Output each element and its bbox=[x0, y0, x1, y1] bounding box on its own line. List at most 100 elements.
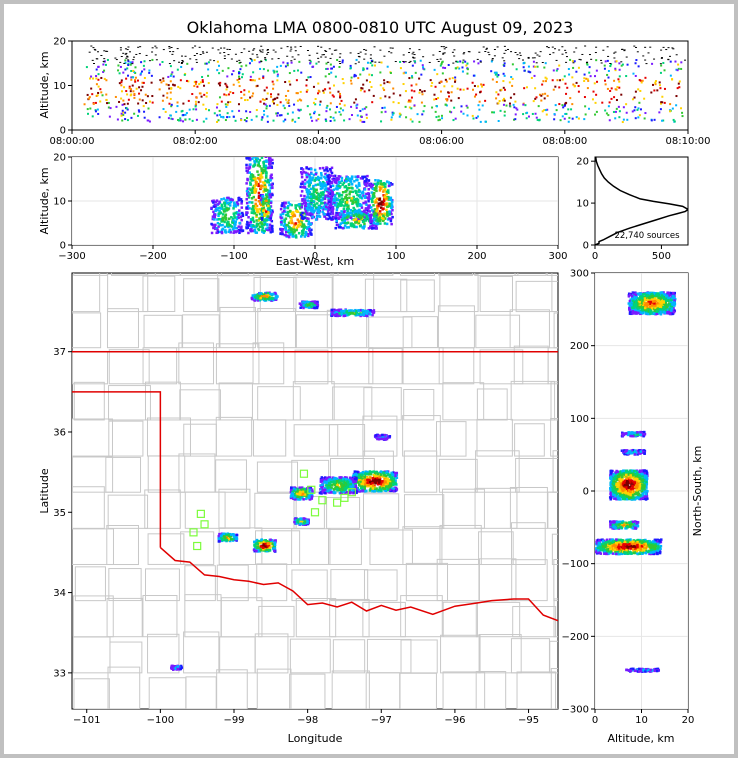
source-point bbox=[338, 92, 341, 95]
source-point bbox=[288, 203, 292, 206]
source-point bbox=[269, 228, 272, 232]
source-point bbox=[207, 61, 210, 64]
source-point bbox=[296, 491, 300, 494]
source-point bbox=[602, 49, 605, 51]
county-line bbox=[551, 533, 558, 566]
source-point bbox=[355, 106, 358, 109]
source-point bbox=[346, 216, 349, 219]
source-point bbox=[255, 159, 258, 163]
source-point bbox=[260, 200, 264, 204]
source-point bbox=[394, 481, 397, 485]
source-point bbox=[169, 51, 172, 53]
source-point bbox=[162, 94, 165, 97]
source-point bbox=[187, 80, 190, 83]
source-point bbox=[331, 205, 335, 209]
source-point bbox=[256, 170, 259, 173]
source-point bbox=[398, 112, 401, 115]
source-point bbox=[315, 305, 319, 309]
source-point bbox=[126, 108, 129, 111]
source-point bbox=[126, 93, 129, 96]
source-point bbox=[214, 209, 217, 213]
source-point bbox=[290, 61, 293, 64]
source-point bbox=[439, 80, 442, 83]
source-point bbox=[234, 223, 237, 226]
source-point bbox=[359, 177, 363, 180]
source-point bbox=[428, 61, 431, 63]
source-point bbox=[276, 65, 279, 68]
source-point bbox=[327, 61, 330, 63]
source-point bbox=[313, 168, 317, 172]
county-line bbox=[549, 640, 558, 674]
source-point bbox=[358, 483, 361, 487]
source-point bbox=[173, 60, 176, 62]
source-point bbox=[421, 93, 424, 96]
source-point bbox=[389, 198, 393, 202]
source-point bbox=[389, 182, 392, 185]
source-point bbox=[331, 491, 334, 494]
source-point bbox=[336, 479, 339, 483]
source-point bbox=[267, 166, 270, 170]
source-point bbox=[337, 203, 340, 206]
source-point bbox=[223, 93, 226, 96]
source-point bbox=[271, 100, 274, 103]
source-point bbox=[276, 112, 279, 115]
source-point bbox=[376, 434, 379, 437]
source-point bbox=[329, 108, 332, 111]
source-point bbox=[430, 84, 433, 87]
source-point bbox=[372, 221, 376, 225]
source-point bbox=[392, 477, 395, 481]
source-point bbox=[365, 216, 369, 220]
source-point bbox=[299, 518, 303, 521]
source-point bbox=[300, 225, 304, 228]
source-point bbox=[130, 116, 133, 119]
source-point bbox=[336, 58, 339, 61]
source-point bbox=[267, 203, 270, 206]
county-line bbox=[475, 671, 507, 709]
source-point bbox=[295, 522, 298, 525]
source-point bbox=[343, 217, 347, 220]
source-point bbox=[323, 201, 327, 205]
source-point bbox=[295, 92, 298, 95]
source-point bbox=[263, 213, 266, 216]
source-point bbox=[363, 475, 366, 479]
source-point bbox=[565, 56, 568, 58]
source-point bbox=[392, 112, 395, 115]
source-point bbox=[120, 112, 123, 115]
source-point bbox=[217, 214, 220, 218]
source-point bbox=[379, 71, 382, 74]
source-point bbox=[389, 196, 393, 200]
source-point bbox=[437, 115, 440, 118]
source-point bbox=[660, 102, 663, 105]
source-point bbox=[160, 81, 163, 84]
source-point bbox=[260, 213, 264, 216]
source-point bbox=[266, 188, 269, 192]
source-point bbox=[371, 101, 374, 104]
source-point bbox=[421, 64, 424, 67]
source-point bbox=[129, 63, 132, 66]
source-point bbox=[545, 77, 548, 80]
county-line bbox=[474, 487, 518, 529]
source-point bbox=[304, 523, 307, 526]
source-point bbox=[154, 45, 157, 47]
source-point bbox=[279, 213, 283, 216]
source-point bbox=[168, 102, 171, 105]
source-point bbox=[350, 197, 354, 200]
source-point bbox=[265, 199, 268, 203]
source-point bbox=[267, 157, 271, 160]
source-point bbox=[513, 106, 516, 109]
source-point bbox=[377, 438, 381, 441]
source-point bbox=[171, 53, 174, 55]
source-point bbox=[215, 203, 219, 206]
source-point bbox=[347, 485, 351, 489]
source-point bbox=[450, 111, 453, 114]
y-tick-label: 0 bbox=[60, 126, 66, 137]
source-point bbox=[606, 46, 609, 48]
source-point bbox=[205, 91, 208, 94]
source-point bbox=[371, 224, 374, 227]
source-point bbox=[583, 80, 586, 83]
source-point bbox=[354, 200, 357, 204]
source-point bbox=[280, 223, 283, 226]
source-point bbox=[327, 177, 330, 180]
source-point bbox=[128, 85, 131, 88]
